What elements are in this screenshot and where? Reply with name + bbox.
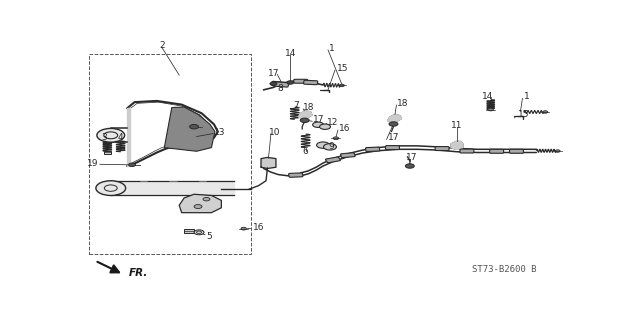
FancyBboxPatch shape [273,82,289,87]
Circle shape [287,81,294,84]
FancyBboxPatch shape [340,153,355,158]
Polygon shape [179,194,221,213]
Bar [104,152,111,154]
FancyBboxPatch shape [289,173,303,177]
FancyBboxPatch shape [509,149,524,153]
Circle shape [312,122,324,128]
Text: 14: 14 [482,92,493,101]
Circle shape [270,82,277,85]
Circle shape [96,181,125,196]
FancyBboxPatch shape [303,80,318,85]
FancyBboxPatch shape [435,147,449,151]
Circle shape [194,230,204,235]
Circle shape [319,124,330,130]
Text: 9: 9 [328,142,333,151]
FancyBboxPatch shape [271,81,285,86]
Circle shape [189,124,198,129]
Text: 15: 15 [337,64,348,73]
Text: 1: 1 [329,44,335,53]
Text: 1: 1 [524,92,530,101]
Text: 5: 5 [207,232,212,241]
Circle shape [203,197,210,201]
Text: 8: 8 [277,85,283,93]
Text: 4: 4 [118,132,124,142]
FancyBboxPatch shape [365,147,380,152]
Text: 14: 14 [285,48,296,57]
Polygon shape [164,107,215,151]
Circle shape [317,142,330,148]
Text: 17: 17 [406,153,417,162]
Bar [184,229,194,233]
Bar [89,54,251,255]
Text: 18: 18 [397,99,409,108]
Text: 16: 16 [339,124,351,133]
Circle shape [324,144,337,150]
Circle shape [97,129,125,142]
Text: 11: 11 [451,121,463,130]
FancyBboxPatch shape [294,79,308,83]
Text: 18: 18 [303,103,315,112]
Circle shape [300,118,309,122]
FancyBboxPatch shape [326,157,340,163]
Polygon shape [298,111,312,118]
Circle shape [333,137,339,140]
Circle shape [543,111,548,113]
Text: 19: 19 [87,159,99,167]
FancyBboxPatch shape [385,145,399,150]
Text: 7: 7 [293,100,299,110]
Text: 3: 3 [101,132,107,142]
Polygon shape [261,157,276,168]
Circle shape [194,204,202,209]
Text: 12: 12 [327,118,339,127]
Text: ST73-B2600 B: ST73-B2600 B [472,265,536,274]
Circle shape [129,163,136,167]
Text: 15: 15 [518,110,529,119]
FancyBboxPatch shape [490,149,504,153]
Circle shape [488,108,493,111]
Text: 17: 17 [388,133,399,142]
Text: 16: 16 [253,223,264,233]
Text: 17: 17 [313,115,324,124]
Polygon shape [388,115,401,122]
FancyBboxPatch shape [460,149,474,153]
Circle shape [339,84,344,87]
Polygon shape [451,141,463,149]
Circle shape [389,122,398,126]
Circle shape [241,227,246,230]
Text: 13: 13 [214,128,225,137]
Text: FR.: FR. [129,268,148,278]
Text: 17: 17 [268,69,279,78]
Text: 6: 6 [303,147,308,156]
Text: 2: 2 [159,41,164,50]
Circle shape [405,164,414,168]
Text: 10: 10 [269,128,281,137]
Circle shape [555,150,560,152]
